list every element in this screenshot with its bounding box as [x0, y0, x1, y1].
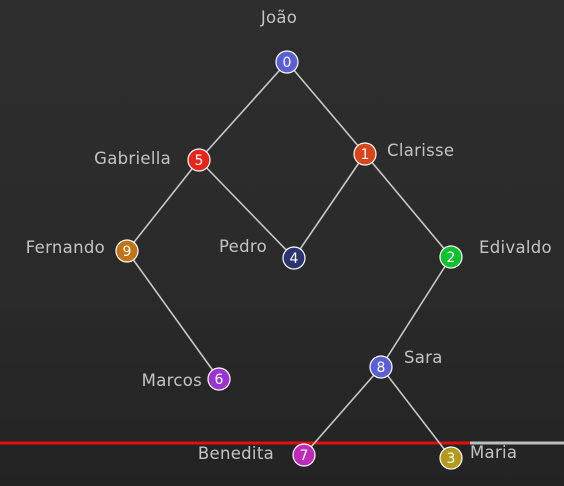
- edge-1-2: [364, 153, 452, 258]
- node-number: 9: [123, 244, 132, 260]
- node-0: 0 João: [260, 8, 299, 74]
- node-number: 8: [377, 360, 386, 376]
- edge-5-9: [126, 159, 200, 252]
- nodes-layer: 0 João 1 Clarisse 2 Edivaldo 3 Maria 4 Pedro 5 Gabr…: [26, 8, 552, 470]
- node-9: 9 Fernando: [26, 238, 139, 263]
- node-4: 4 Pedro: [219, 237, 306, 270]
- edge-8-3: [380, 366, 452, 459]
- node-8: 8 Sara: [369, 348, 443, 379]
- node-number: 7: [300, 448, 309, 464]
- node-circle: [275, 50, 299, 74]
- node-circle: [353, 142, 377, 166]
- node-label: Clarisse: [387, 141, 454, 160]
- node-circle: [292, 443, 316, 467]
- node-circle: [115, 239, 139, 263]
- node-label: Gabriella: [94, 149, 171, 168]
- node-label: João: [260, 8, 297, 27]
- node-number: 0: [283, 55, 292, 71]
- node-label: Marcos: [142, 371, 202, 390]
- node-number: 2: [447, 250, 456, 266]
- node-number: 3: [447, 451, 456, 467]
- node-label: Benedita: [198, 444, 274, 463]
- edge-2-8: [380, 256, 452, 368]
- node-6: 6 Marcos: [142, 367, 231, 391]
- edges-layer: [126, 61, 452, 459]
- edge-1-4: [293, 153, 366, 259]
- node-label: Edivaldo: [479, 238, 552, 257]
- node-circle: [282, 246, 306, 270]
- node-label: Pedro: [219, 237, 267, 256]
- node-7: 7 Benedita: [198, 443, 316, 467]
- node-circle: [439, 245, 463, 269]
- node-circle: [207, 367, 231, 391]
- node-number: 1: [361, 147, 370, 163]
- node-label: Sara: [404, 348, 443, 367]
- node-circle: [439, 446, 463, 470]
- node-circle: [369, 355, 393, 379]
- edge-8-7: [303, 366, 382, 456]
- node-3: 3 Maria: [439, 443, 517, 470]
- node-1: 1 Clarisse: [353, 141, 454, 166]
- node-number: 5: [195, 153, 204, 169]
- edge-0-1: [286, 61, 366, 155]
- node-number: 4: [290, 251, 299, 267]
- edge-9-6: [126, 250, 220, 380]
- edge-0-5: [198, 61, 288, 161]
- node-circle: [187, 148, 211, 172]
- node-number: 6: [215, 372, 224, 388]
- edge-5-4: [198, 159, 295, 259]
- node-5: 5 Gabriella: [94, 148, 211, 172]
- node-label: Fernando: [26, 238, 105, 257]
- node-2: 2 Edivaldo: [439, 238, 552, 269]
- node-label: Maria: [470, 443, 517, 462]
